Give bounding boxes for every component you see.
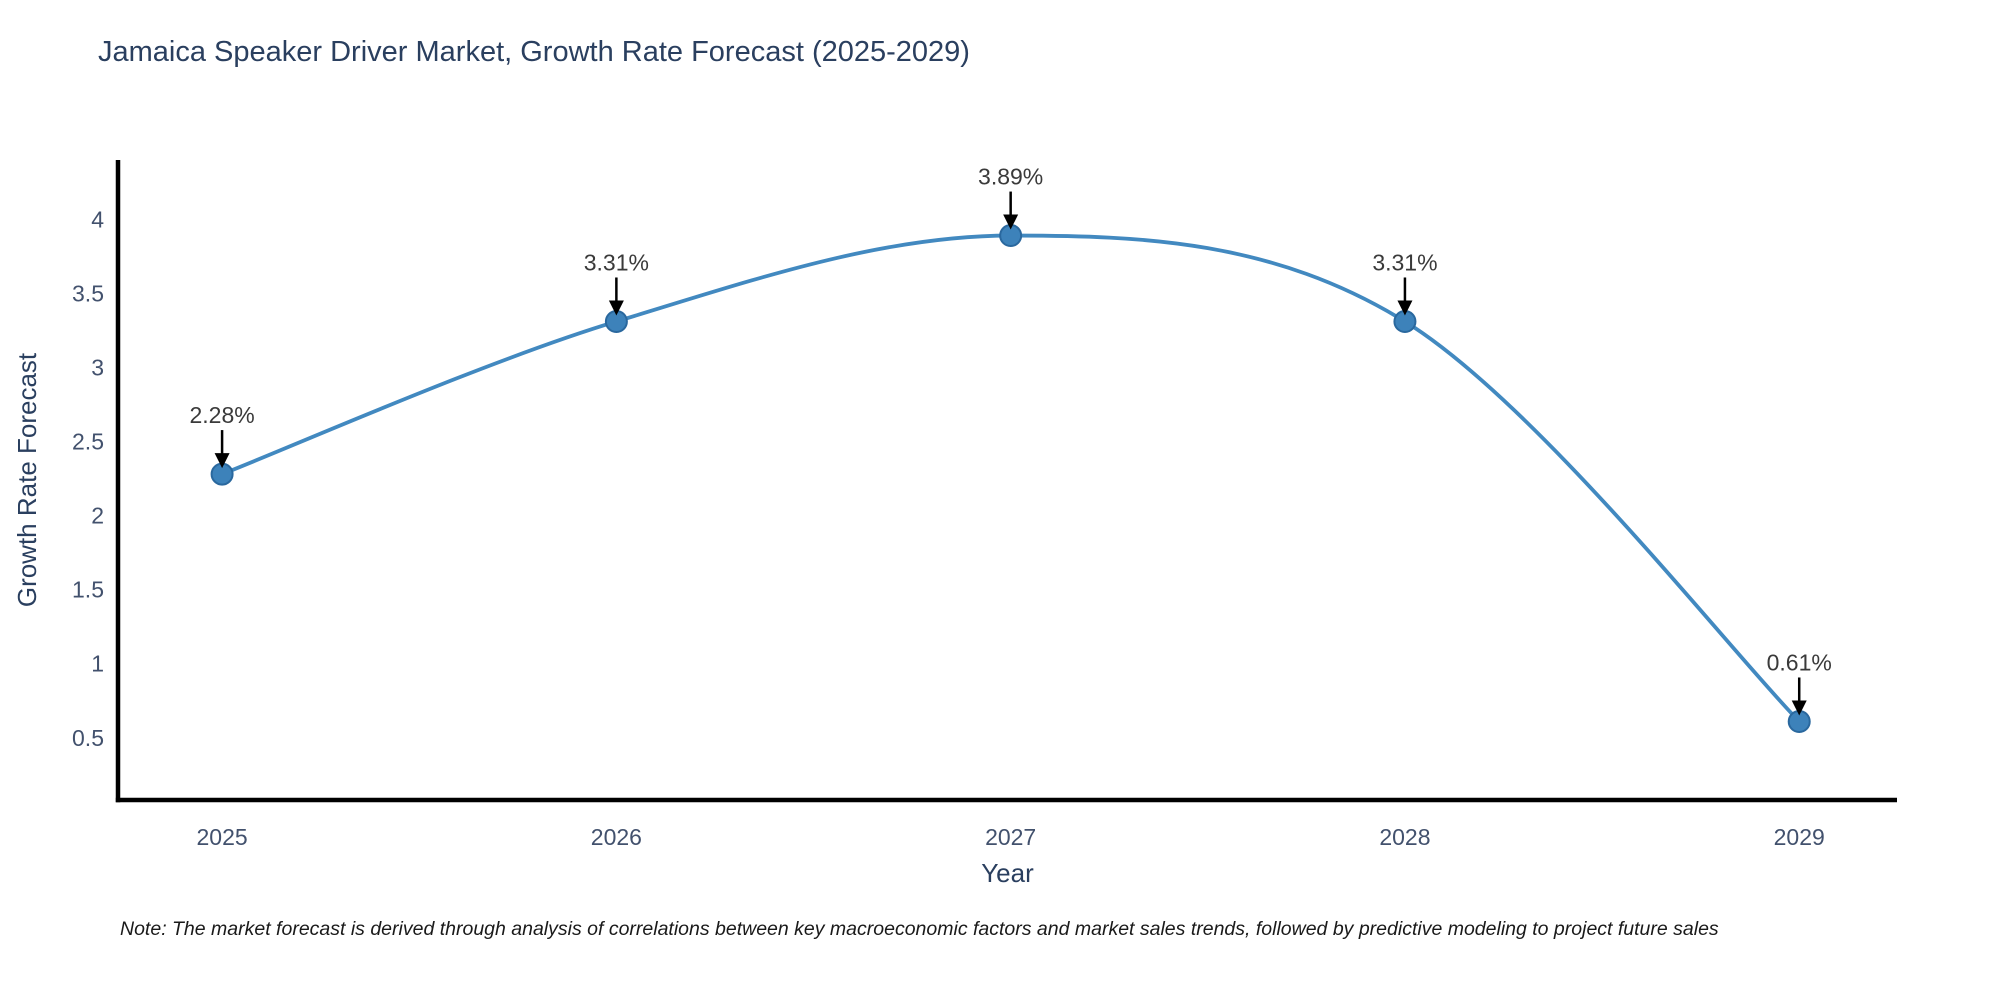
y-tick-label: 3 [91, 354, 104, 380]
annotation-arrow-head [608, 300, 624, 316]
x-tick-label: 2028 [1379, 824, 1430, 850]
y-tick-label: 2.5 [72, 428, 104, 454]
x-axis-title: Year [981, 858, 1034, 888]
y-tick-label: 1 [91, 651, 104, 677]
annotation-label: 2.28% [189, 402, 254, 428]
forecast-line [220, 233, 1802, 724]
annotation-label: 3.31% [584, 249, 649, 275]
x-tick-label: 2025 [197, 824, 248, 850]
annotation-label: 0.61% [1767, 649, 1832, 675]
y-axis-title: Growth Rate Forecast [12, 352, 42, 607]
annotation-label: 3.31% [1372, 249, 1437, 275]
annotation-arrow-head [1397, 300, 1413, 316]
x-tick-label: 2027 [985, 824, 1036, 850]
y-tick-label: 2 [91, 503, 104, 529]
footnote: Note: The market forecast is derived thr… [120, 918, 1719, 940]
y-tick-label: 0.5 [72, 725, 104, 751]
x-tick-label: 2029 [1774, 824, 1825, 850]
y-tick-label: 1.5 [72, 577, 104, 603]
chart-title: Jamaica Speaker Driver Market, Growth Ra… [98, 36, 970, 68]
y-tick-label: 3.5 [72, 280, 104, 306]
annotation-arrow-head [1791, 700, 1807, 716]
y-tick-label: 4 [91, 206, 104, 232]
annotation-arrow-head [214, 453, 230, 469]
x-tick-label: 2026 [591, 824, 642, 850]
annotation-label: 3.89% [978, 164, 1043, 190]
annotation-arrow-head [1003, 214, 1019, 230]
